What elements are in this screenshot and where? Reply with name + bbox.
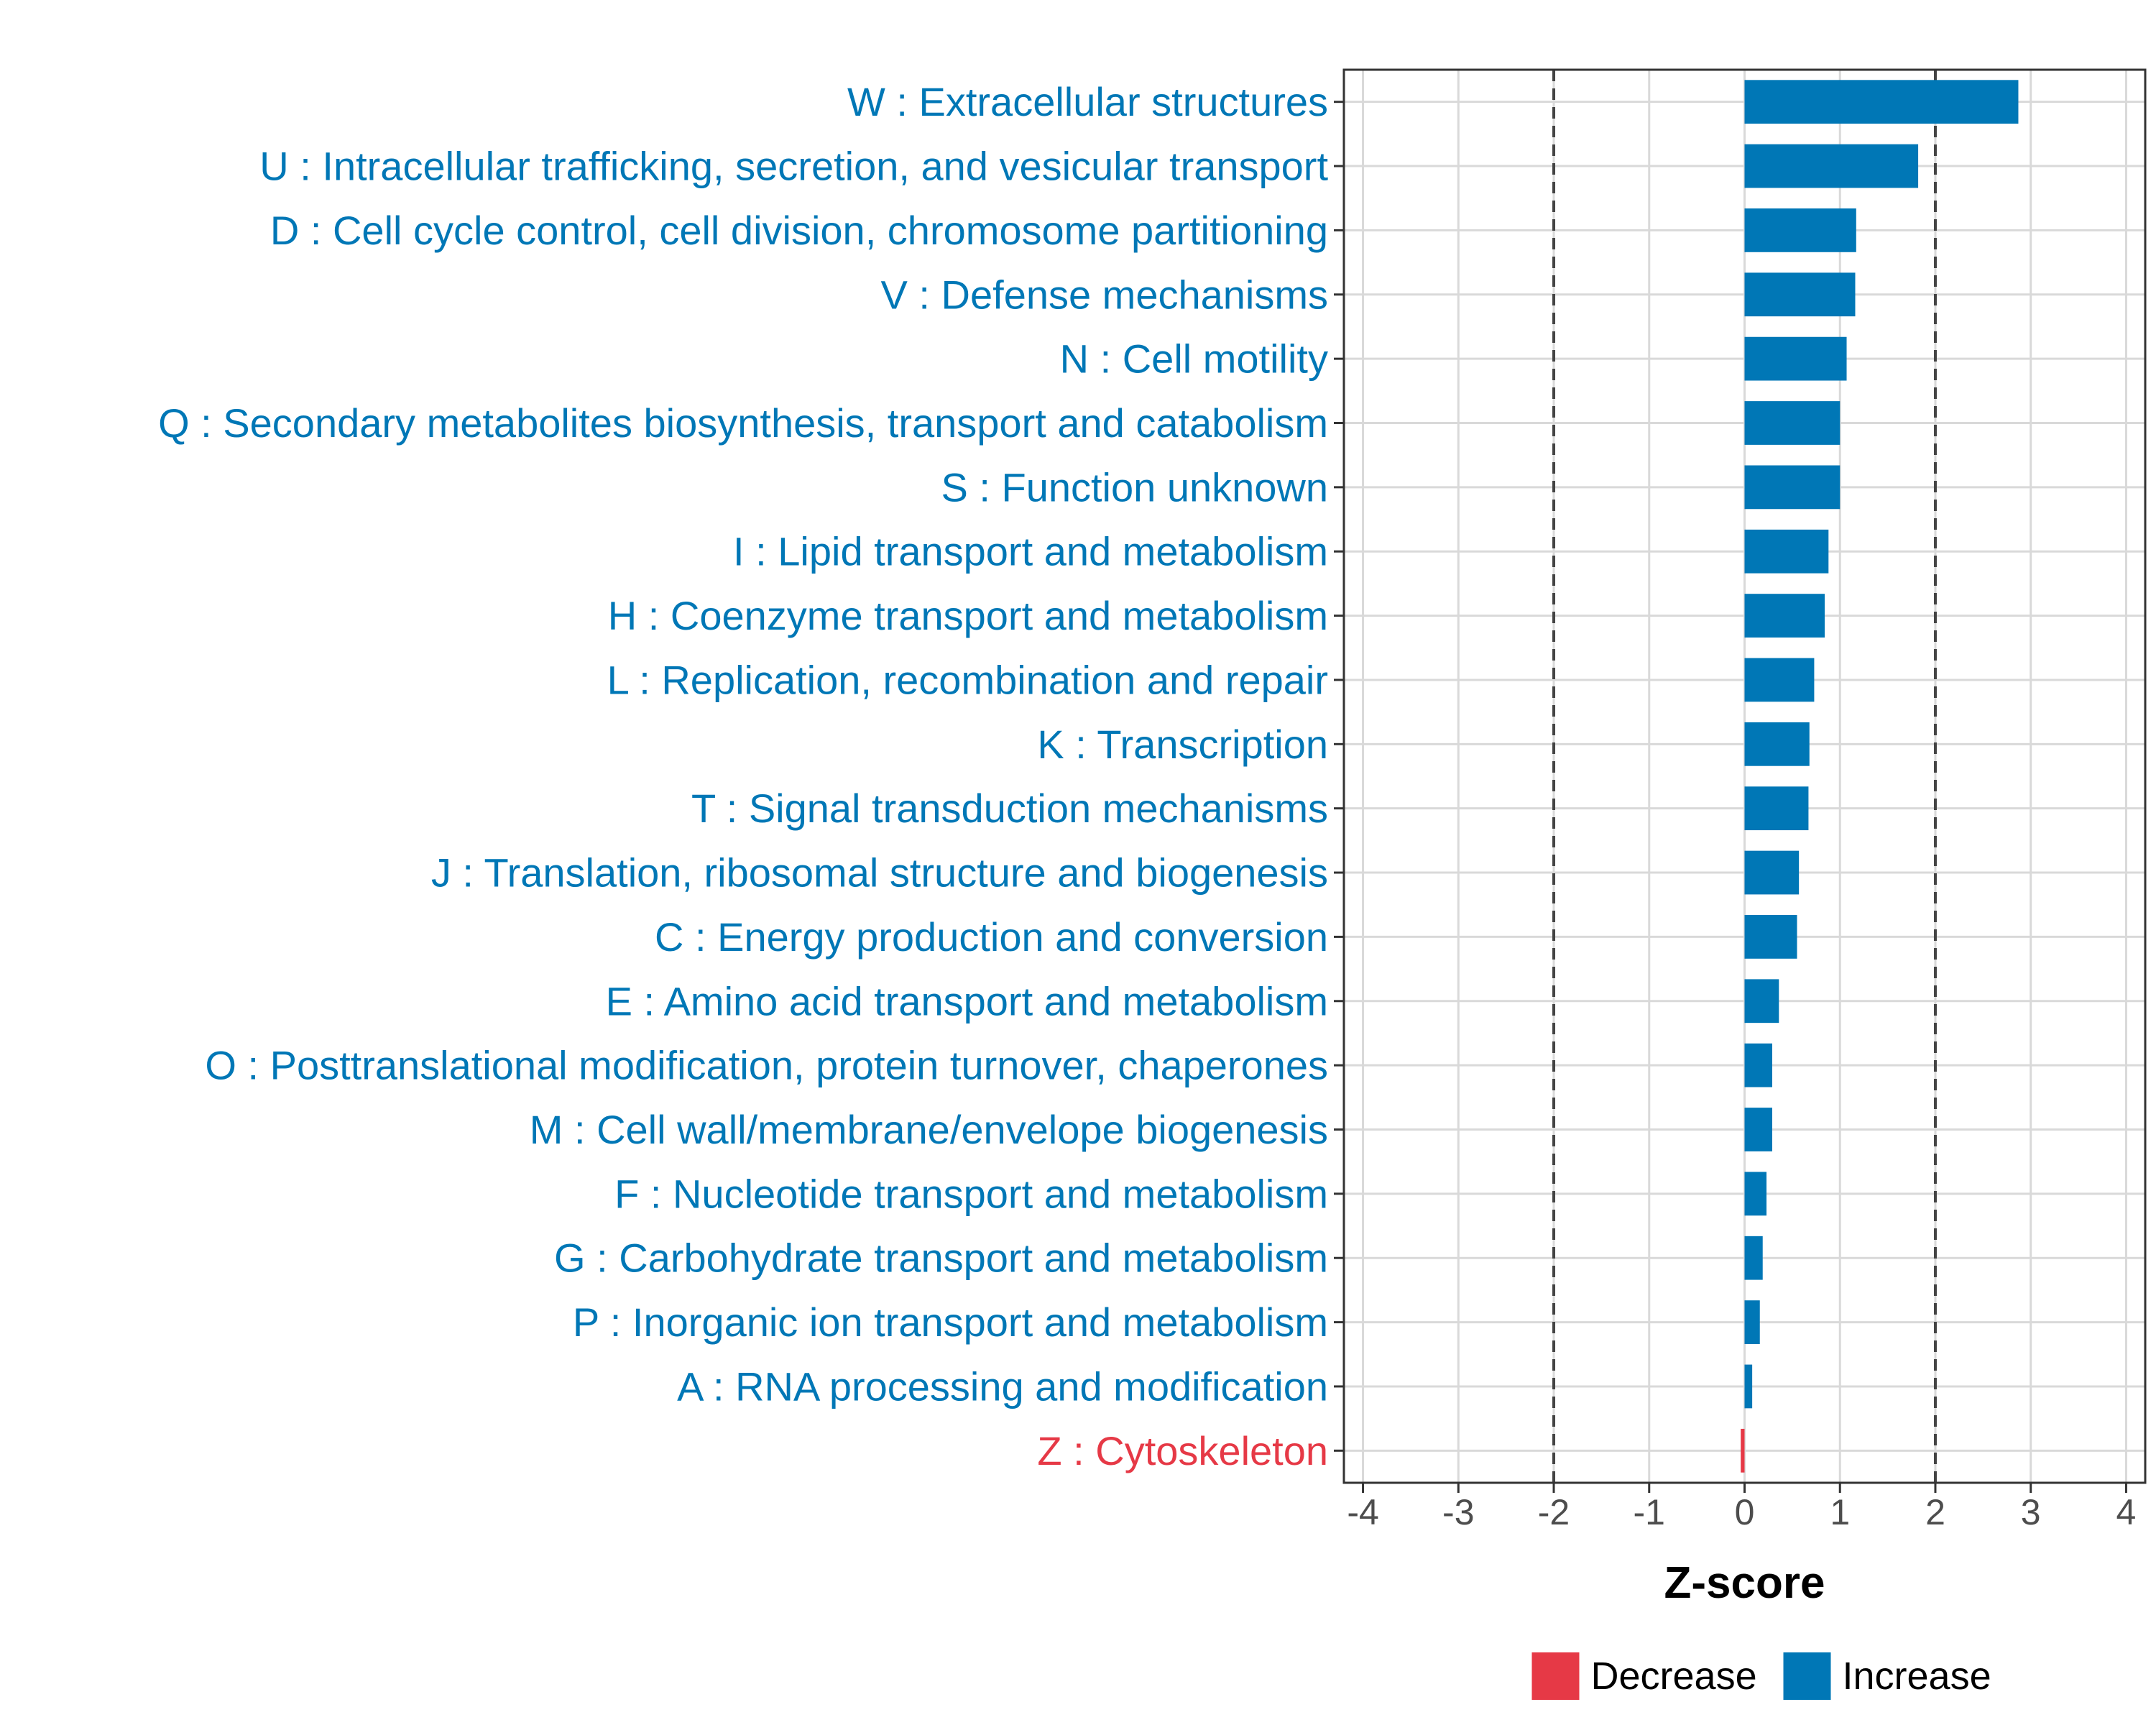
reference-lines: [1552, 70, 1937, 1483]
category-label: E : Amino acid transport and metabolism: [606, 978, 1328, 1024]
x-tick-label: -4: [1347, 1492, 1378, 1532]
x-axis: -4 -3 -2 -1 0 1 2 3 4: [1347, 1483, 2136, 1532]
category-label: F : Nucleotide transport and metabolism: [614, 1171, 1328, 1216]
bar: [1744, 1043, 1772, 1087]
bar: [1744, 1108, 1772, 1151]
bar: [1744, 1364, 1753, 1409]
legend-label: Increase: [1843, 1655, 1991, 1698]
category-label: S : Function unknown: [941, 464, 1328, 510]
bar: [1744, 979, 1779, 1024]
legend-key-decrease: [1531, 1652, 1580, 1700]
x-tick-label: 1: [1830, 1492, 1850, 1532]
category-label: O : Posttranslational modification, prot…: [205, 1043, 1328, 1088]
category-label: Z : Cytoskeleton: [1037, 1428, 1328, 1473]
bar: [1744, 786, 1809, 831]
category-label: K : Transcription: [1037, 722, 1328, 767]
category-label: J : Translation, ribosomal structure and…: [431, 850, 1328, 896]
bar: [1744, 658, 1815, 702]
bar: [1744, 208, 1856, 252]
x-tick-label: 4: [2116, 1492, 2137, 1532]
bar: [1744, 272, 1856, 317]
category-label: U : Intracellular trafficking, secretion…: [259, 144, 1328, 189]
x-axis-title: Z-score: [1664, 1558, 1825, 1608]
bar: [1744, 915, 1797, 959]
category-label: T : Signal transduction mechanisms: [691, 786, 1328, 831]
bar: [1744, 144, 1919, 188]
category-label: L : Replication, recombination and repai…: [607, 657, 1328, 702]
x-tick-label: 3: [2021, 1492, 2041, 1532]
category-label: C : Energy production and conversion: [655, 914, 1328, 960]
x-tick-label: -1: [1634, 1492, 1665, 1532]
bar: [1744, 529, 1829, 574]
category-label: N : Cell motility: [1060, 336, 1328, 382]
bar: [1744, 594, 1825, 638]
x-tick-label: 0: [1735, 1492, 1755, 1532]
bar: [1741, 1428, 1745, 1473]
bars: [1741, 80, 2019, 1473]
category-label: G : Carbohydrate transport and metabolis…: [554, 1236, 1328, 1281]
bar: [1744, 336, 1847, 381]
y-axis: W : Extracellular structures U : Intracel…: [158, 79, 1344, 1473]
bar: [1744, 722, 1810, 766]
category-label: I : Lipid transport and metabolism: [733, 529, 1328, 574]
bar: [1744, 465, 1841, 510]
category-label: H : Coenzyme transport and metabolism: [608, 593, 1328, 638]
legend-label: Decrease: [1591, 1655, 1757, 1698]
category-label: W : Extracellular structures: [847, 79, 1328, 124]
x-tick-label: 2: [1925, 1492, 1945, 1532]
bar: [1744, 1236, 1763, 1280]
bar: [1744, 1172, 1767, 1216]
category-label: P : Inorganic ion transport and metaboli…: [573, 1300, 1328, 1345]
category-label: D : Cell cycle control, cell division, c…: [270, 208, 1328, 253]
category-label: V : Defense mechanisms: [881, 272, 1328, 317]
category-label: A : RNA processing and modification: [677, 1363, 1328, 1409]
bar: [1744, 1300, 1760, 1344]
x-tick-label: -3: [1442, 1492, 1474, 1532]
bar: [1744, 80, 2019, 124]
legend: Decrease Increase: [1531, 1652, 1991, 1700]
legend-key-increase: [1783, 1652, 1831, 1700]
x-tick-label: -2: [1538, 1492, 1570, 1532]
bar: [1744, 401, 1841, 445]
category-label: Q : Secondary metabolites biosynthesis, …: [158, 400, 1328, 446]
category-label: M : Cell wall/membrane/envelope biogenes…: [530, 1107, 1328, 1152]
bar: [1744, 850, 1800, 895]
